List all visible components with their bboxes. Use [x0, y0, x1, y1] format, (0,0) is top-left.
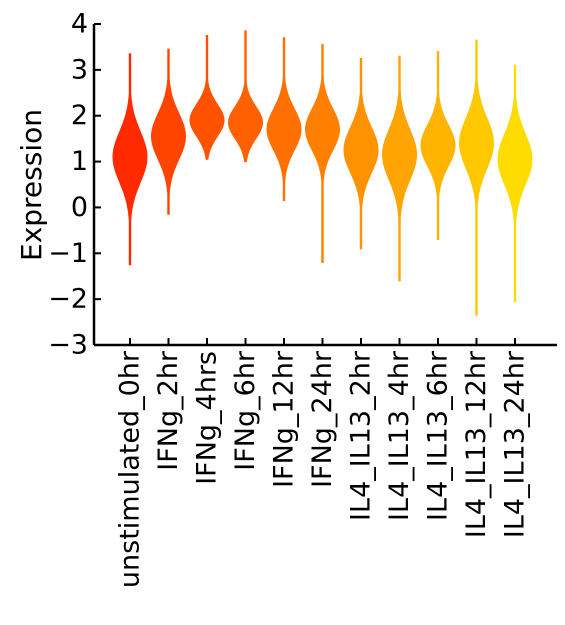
- y-tick-label: 4: [71, 9, 88, 40]
- violin-IFNg_2hr: [151, 48, 186, 215]
- violin-IL4_IL13_4hr: [382, 55, 417, 282]
- violin-IFNg_24hr: [304, 44, 341, 263]
- y-axis-label: Expression: [15, 109, 48, 261]
- x-tick-label: IL4_IL13_2hr: [346, 350, 377, 521]
- x-tick-label: IL4_IL13_4hr: [384, 350, 415, 521]
- x-tick-label: IFNg_6hr: [230, 350, 261, 471]
- violin-unstimulated_0hr: [112, 53, 148, 266]
- y-ticks: 4 3 2 1 0 −1 −2 −3: [48, 9, 101, 361]
- x-tick-label: IFNg_4hrs: [192, 351, 223, 485]
- y-tick-label: 3: [71, 54, 88, 85]
- violin-IFNg_6hr: [227, 30, 264, 163]
- violin-layer: [112, 30, 533, 316]
- x-ticks: unstimulated_0hr IFNg_2hr IFNg_4hrs IFNg_6h…: [115, 338, 531, 588]
- x-tick-label: IL4_IL13_6hr: [423, 350, 454, 521]
- x-tick-label: IL4_IL13_12hr: [461, 350, 492, 538]
- x-tick-label: unstimulated_0hr: [115, 350, 146, 588]
- x-tick-label: IL4_IL13_24hr: [500, 350, 531, 538]
- violin-IFNg_12hr: [266, 37, 302, 202]
- y-tick-label: −2: [48, 284, 88, 315]
- y-tick-label: −1: [48, 238, 88, 269]
- violin-IL4_IL13_12hr: [459, 39, 494, 316]
- y-tick-label: 2: [71, 100, 88, 131]
- violin-IFNg_4hrs: [189, 34, 225, 160]
- violin-IL4_IL13_6hr: [420, 51, 456, 241]
- x-tick-label: IFNg_12hr: [269, 350, 300, 488]
- x-tick-label: IFNg_2hr: [153, 350, 184, 471]
- x-tick-label: IFNg_24hr: [307, 350, 338, 488]
- violin-IL4_IL13_24hr: [497, 64, 533, 302]
- y-tick-label: 1: [71, 146, 88, 177]
- y-tick-label: −3: [48, 330, 88, 361]
- y-tick-label: 0: [71, 192, 88, 223]
- violin-IL4_IL13_2hr: [343, 57, 379, 250]
